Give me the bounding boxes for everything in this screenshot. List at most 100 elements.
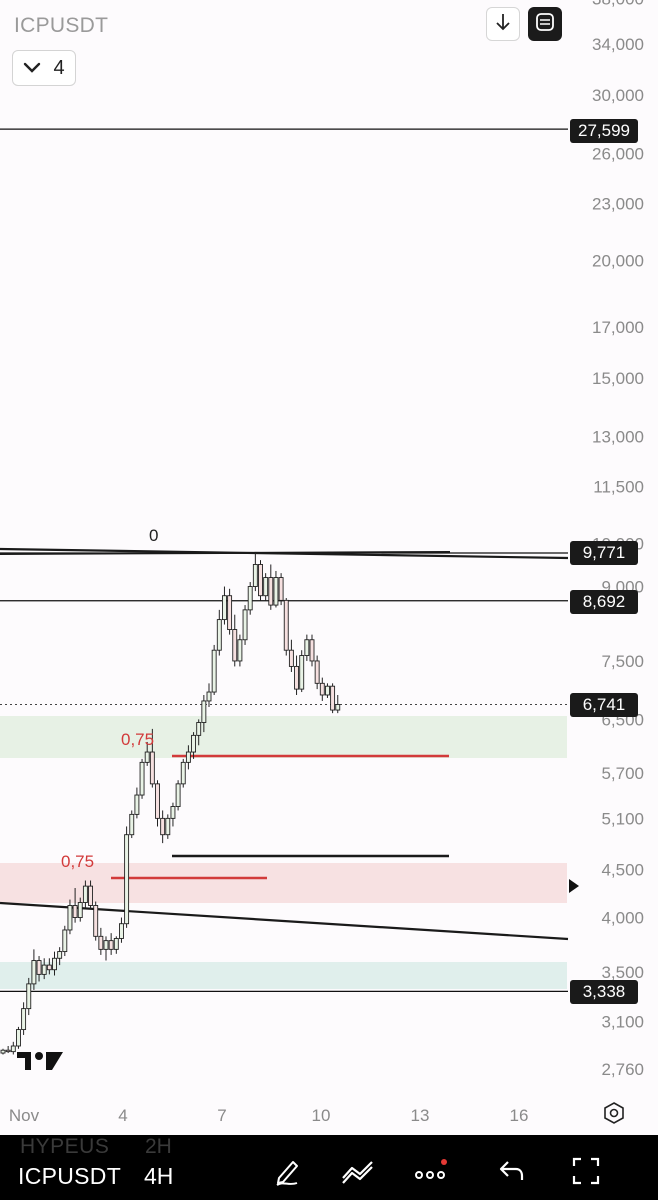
candle-body	[191, 734, 197, 753]
background-symbol: HYPEUS	[20, 1135, 110, 1158]
chart-settings-button[interactable]	[598, 1099, 630, 1131]
candle-body	[118, 923, 124, 939]
x-axis-tick-label: Nov	[9, 1106, 40, 1125]
candle-body	[319, 682, 325, 696]
timeframe-selector[interactable]: 4H	[144, 1163, 174, 1189]
candle-body	[268, 577, 274, 606]
fib-label-075: 0,75	[121, 730, 154, 749]
y-axis-tick-label: 34,000	[592, 35, 644, 54]
candle-body	[0, 1049, 6, 1054]
candle-body	[57, 951, 63, 959]
y-axis-tick-label: 30,000	[592, 86, 644, 105]
candle-body	[242, 609, 248, 641]
candle-body	[165, 817, 171, 836]
indicators-toggle-button[interactable]: 4	[12, 50, 76, 86]
candle-body	[160, 817, 166, 836]
y-axis-tick-label: 11,500	[593, 477, 644, 496]
candle-body	[67, 905, 73, 931]
candle-body	[314, 660, 320, 684]
chevron-down-icon	[23, 62, 41, 74]
candle-body	[88, 885, 94, 906]
candle-body	[185, 751, 191, 763]
snapshot-button[interactable]	[528, 7, 562, 41]
candle-body	[21, 1008, 27, 1031]
candle-body	[227, 595, 233, 630]
candle-body	[294, 665, 299, 690]
x-axis-tick-label: 7	[217, 1106, 226, 1125]
candle-body	[304, 639, 310, 656]
candle-body	[139, 761, 145, 796]
candle-body	[72, 905, 78, 918]
y-axis-tick-label: 3,100	[601, 1013, 644, 1032]
y-axis-tick-label: 5,100	[601, 809, 644, 828]
candle-body	[263, 577, 269, 597]
snapshot-icon	[535, 12, 555, 37]
price-chart[interactable]: 38,000 34,000 30,000 26,000 23,000 20,000 17,0…	[0, 0, 658, 1135]
background-timeframe: 2H	[145, 1135, 172, 1158]
draw-button[interactable]	[268, 1155, 308, 1191]
candle-body	[16, 1029, 21, 1047]
candle-body	[211, 649, 217, 693]
x-axis-tick-label: 16	[510, 1106, 529, 1125]
fib-label-075: 0,75	[61, 852, 94, 871]
y-axis-tick-label: 4,500	[601, 860, 644, 879]
candle-body	[201, 700, 207, 723]
price-tag-level[interactable]: 3,338	[570, 980, 638, 1004]
candle-body	[170, 806, 176, 819]
candle-body	[149, 751, 155, 785]
candle-body	[46, 964, 52, 971]
indicator-count: 4	[53, 56, 65, 79]
fib-label-0: 0	[149, 526, 158, 545]
indicators-button[interactable]	[338, 1155, 378, 1191]
candle-body	[129, 813, 135, 836]
undo-icon	[498, 1158, 526, 1189]
y-axis-tick-label: 2,760	[601, 1060, 644, 1079]
x-axis-tick-label: 13	[411, 1106, 430, 1125]
candle-body	[113, 938, 119, 950]
candle-body	[196, 722, 202, 736]
y-axis-tick-label: 26,000	[592, 145, 644, 164]
candle-body	[335, 704, 341, 711]
price-tag-level[interactable]: 9,771	[570, 541, 638, 565]
fullscreen-icon	[571, 1156, 601, 1191]
tradingview-logo	[17, 1052, 63, 1070]
candle-body	[221, 595, 227, 621]
y-axis-tick-label: 15,000	[592, 369, 644, 388]
candle-body	[124, 834, 130, 925]
candle-body	[237, 639, 243, 662]
axis-arrow-icon[interactable]	[568, 878, 580, 899]
candle-body	[155, 783, 160, 819]
symbol-label[interactable]: ICPUSDT	[14, 14, 109, 37]
x-axis-tick-label: 10	[312, 1106, 331, 1125]
candle-body	[93, 905, 99, 937]
more-icon	[412, 1156, 448, 1191]
symbol-selector[interactable]: ICPUSDT	[18, 1163, 122, 1189]
y-axis-tick-label: 4,000	[601, 909, 644, 928]
price-tag-level[interactable]: 8,692	[570, 590, 638, 614]
undo-button[interactable]	[492, 1155, 532, 1191]
candle-body	[134, 794, 140, 815]
candle-body	[258, 564, 263, 597]
scroll-down-button[interactable]	[486, 7, 520, 41]
price-tag-level[interactable]: 27,599	[570, 119, 638, 143]
candle-body	[309, 639, 315, 662]
y-axis-tick-label: 38,000	[592, 0, 644, 9]
more-button[interactable]	[410, 1155, 450, 1191]
indicators-icon	[340, 1156, 376, 1191]
fullscreen-button[interactable]	[566, 1155, 606, 1191]
candle-body	[103, 940, 109, 950]
candle-body	[299, 655, 305, 690]
candle-body	[278, 577, 284, 601]
candle-body	[36, 960, 42, 975]
candle-body	[330, 685, 336, 711]
candle-body	[288, 649, 294, 667]
x-axis-tick-label: 4	[118, 1106, 127, 1125]
chart-area[interactable]: 38,000 34,000 30,000 26,000 23,000 20,000 17,0…	[0, 0, 658, 1135]
candle-body	[82, 885, 88, 903]
candle-body	[283, 599, 289, 651]
bottom-toolbar: HYPEUS 2H ICPUSDT 4H	[0, 1135, 658, 1200]
candle-body	[175, 783, 181, 807]
price-tag-current[interactable]: 6,741	[570, 693, 638, 717]
y-axis-tick-label: 17,000	[592, 318, 644, 337]
fib-top-line	[0, 551, 451, 555]
